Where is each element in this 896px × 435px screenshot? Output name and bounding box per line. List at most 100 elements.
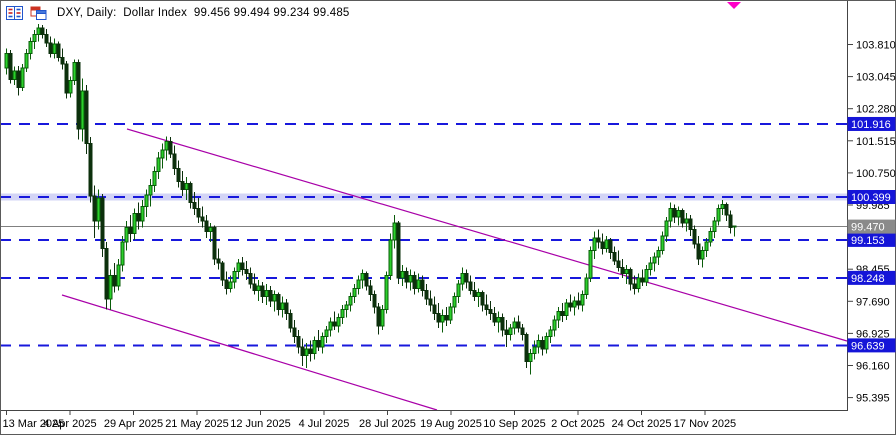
candle-body (632, 283, 637, 289)
candle-body (720, 203, 725, 210)
candle-body (16, 70, 21, 89)
candle-body (48, 42, 53, 54)
candle-body (444, 315, 449, 321)
level-price-badge (847, 116, 896, 131)
date-tick-label: 19 Aug 2025 (420, 418, 482, 430)
candle-body (460, 273, 465, 285)
date-tick-label: 28 Jul 2025 (359, 418, 416, 430)
sell-marker-icon[interactable] (727, 2, 741, 9)
candle-body (92, 195, 97, 222)
candle-body (396, 222, 401, 279)
candle-body (476, 291, 481, 298)
candle-body (8, 52, 13, 80)
candle-body (208, 226, 213, 233)
price-tick-label: 103.810 (856, 39, 896, 51)
candle-body (124, 226, 129, 243)
candle-body (588, 250, 593, 279)
candle-body (284, 302, 289, 314)
candle-body (524, 333, 529, 363)
candle-body (452, 296, 457, 308)
candle-body (296, 336, 301, 348)
candle-body (592, 237, 597, 252)
candle-body (64, 63, 69, 94)
candle-body (356, 279, 361, 289)
candle-body (68, 80, 73, 94)
title-bar: DXY, Daily: Dollar Index 99.456 99.494 9… (6, 5, 350, 21)
candle-body (688, 218, 693, 231)
date-tick-label: 17 Nov 2025 (674, 418, 736, 430)
candle-body (728, 214, 733, 228)
candle-body (304, 348, 309, 356)
candle-body (132, 213, 137, 235)
candle-body (96, 197, 101, 222)
candle-body (412, 275, 417, 289)
candle-body (32, 33, 37, 43)
candle-body (480, 291, 485, 306)
level-price-badge-label: 98.248 (851, 273, 885, 285)
candle-body (320, 336, 325, 348)
candle-body (616, 260, 621, 268)
candle-body (464, 273, 469, 283)
candle-body (100, 197, 105, 249)
candle-body (388, 239, 393, 277)
price-badges-layer: 101.916 100.399 99.153 98.248 96.639 99.470 (847, 116, 896, 353)
candle-body (104, 247, 109, 300)
candle-body (192, 201, 197, 210)
candle-body (500, 317, 505, 331)
candle-body (200, 216, 205, 222)
candle-body (628, 268, 633, 285)
candle-body (600, 241, 605, 249)
level-price-badge (847, 232, 896, 247)
candle-body (692, 229, 697, 245)
candle-body (544, 336, 549, 350)
trendline-upper[interactable] (126, 128, 848, 342)
candle-body (276, 294, 281, 310)
candle-body (300, 346, 305, 356)
marker-layer[interactable] (727, 2, 741, 9)
candle-body (640, 277, 645, 283)
candle-body (232, 270, 237, 283)
candle-body (492, 312, 497, 323)
candle-body (432, 304, 437, 314)
candle-body (552, 319, 557, 331)
candle-body (364, 273, 369, 287)
candle-body (448, 306, 453, 321)
candle-body (716, 208, 721, 222)
price-level-lines-layer[interactable] (0, 122, 847, 347)
price-tick-label: 96.925 (856, 328, 890, 340)
candle-body (484, 304, 489, 310)
trendline-lower[interactable] (61, 294, 438, 411)
candle-body (12, 70, 17, 80)
candle-body (404, 270, 409, 283)
candle-body (520, 327, 525, 335)
candle-body (36, 27, 41, 35)
candle-body (324, 329, 329, 338)
level-price-badge-label: 101.916 (851, 119, 891, 131)
level-price-badge-label: 100.399 (851, 192, 891, 204)
price-axis[interactable]: 103.810103.045102.280101.515100.75099.98… (848, 39, 896, 405)
candle-body (76, 62, 81, 130)
candle-body (672, 208, 677, 218)
candle-body (712, 220, 717, 233)
candle-body (664, 220, 669, 237)
candle-body (548, 329, 553, 338)
candle-body (572, 300, 577, 308)
candle-body (488, 308, 493, 314)
candle-body (540, 340, 545, 350)
chart-list-icon[interactable] (6, 6, 23, 20)
chart-title: DXY, Daily: Dollar Index 99.456 99.494 9… (57, 7, 350, 19)
trend-channel-layer[interactable] (61, 128, 848, 411)
candle-body (220, 262, 225, 281)
candle-body (564, 302, 569, 317)
candle-body (24, 52, 29, 69)
price-tick-label: 100.750 (856, 168, 896, 180)
candle-body (88, 143, 93, 197)
candle-body (20, 67, 25, 89)
price-tick-label: 97.690 (856, 296, 890, 308)
candle-body (436, 312, 441, 323)
chart-window-icon[interactable] (30, 6, 47, 20)
candle-body (420, 279, 425, 291)
